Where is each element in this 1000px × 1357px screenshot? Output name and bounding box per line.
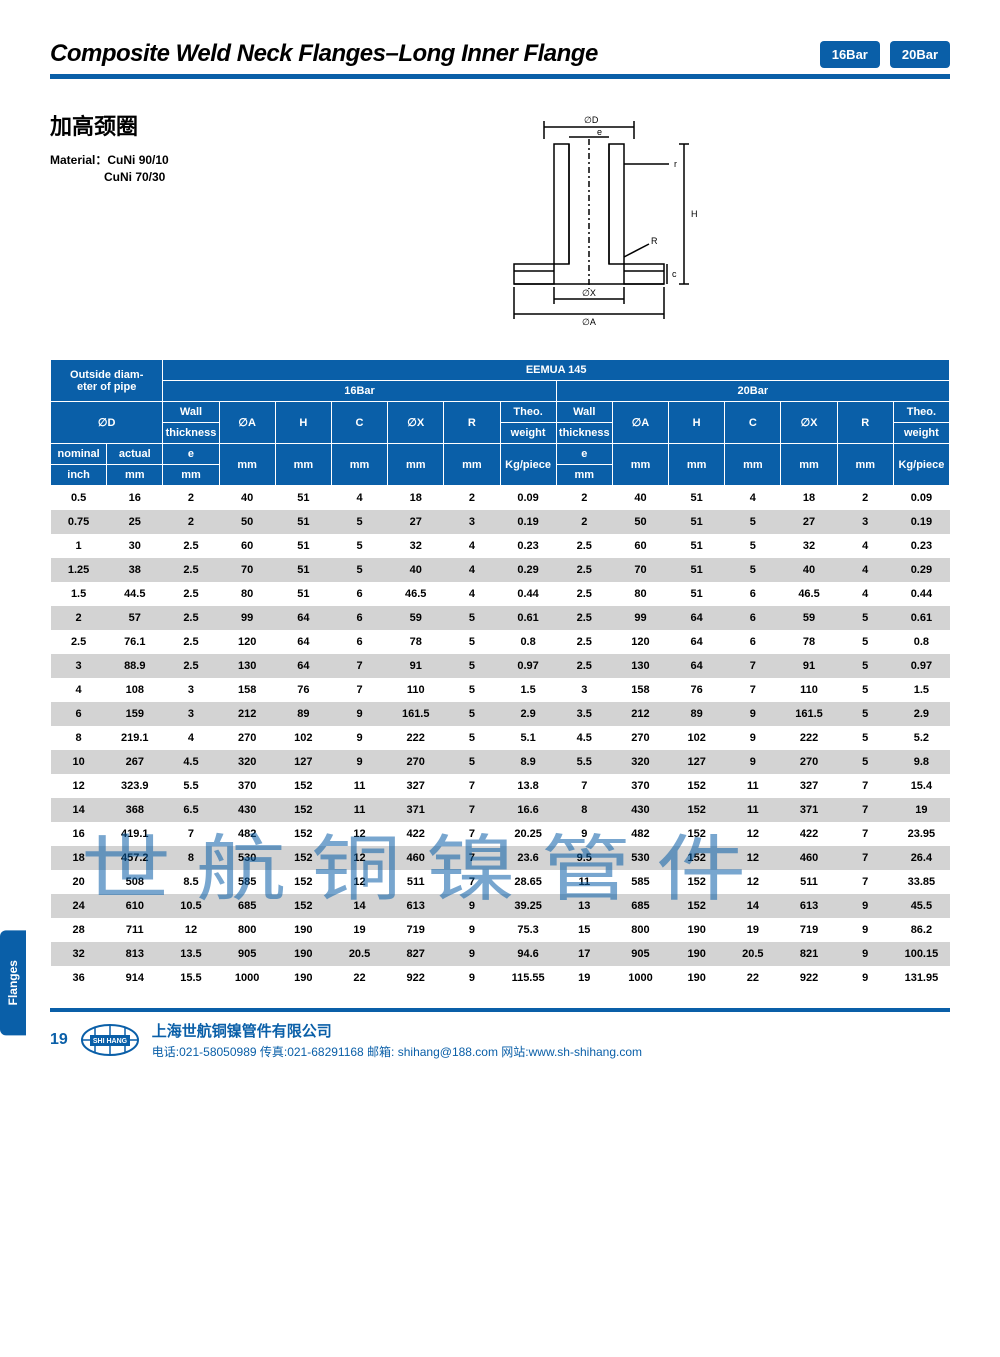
badge-16bar: 16Bar	[820, 41, 880, 68]
contact-line: 电话:021-58050989 传真:021-68291168 邮箱: shih…	[152, 1043, 642, 1060]
flange-diagram: ∅D e r H	[469, 109, 709, 329]
cn-subtitle: 加高颈圈	[50, 109, 169, 141]
svg-text:r: r	[674, 159, 677, 169]
table-row: 287111280019019719975.31580019019719986.…	[51, 918, 950, 942]
svg-text:∅X: ∅X	[582, 288, 596, 298]
table-row: 2572.5996465950.612.5996465950.61	[51, 606, 950, 630]
table-row: 205088.558515212511728.65115851521251173…	[51, 870, 950, 894]
table-row: 0.5162405141820.092405141820.09	[51, 486, 950, 511]
table-row: 61593212899161.552.93.5212899161.552.9	[51, 702, 950, 726]
company-name: 上海世航铜镍管件有限公司	[152, 1020, 642, 1041]
table-row: 2.576.12.51206467850.82.51206467850.8	[51, 630, 950, 654]
table-row: 143686.543015211371716.6843015211371719	[51, 798, 950, 822]
svg-text:∅A: ∅A	[582, 317, 596, 327]
table-row: 1302.5605153240.232.5605153240.23	[51, 534, 950, 558]
svg-text:e: e	[597, 127, 602, 137]
table-row: 12323.95.537015211327713.873701521132771…	[51, 774, 950, 798]
table-row: 18457.2853015212460723.69.55301521246072…	[51, 846, 950, 870]
table-row: 16419.1748215212422720.25948215212422723…	[51, 822, 950, 846]
material-line-2: CuNi 70/30	[50, 170, 169, 184]
footer: 19 SHI HANG 上海世航铜镍管件有限公司 电话:021-58050989…	[50, 1012, 950, 1068]
logo-icon: SHI HANG	[80, 1023, 140, 1057]
header-rule	[50, 74, 950, 79]
table-row: 8219.14270102922255.14.5270102922255.2	[51, 726, 950, 750]
table-row: 4108315876711051.5315876711051.5	[51, 678, 950, 702]
table-row: 2461010.568515214613939.2513685152146139…	[51, 894, 950, 918]
table-row: 1.25382.5705154040.292.5705154040.29	[51, 558, 950, 582]
badge-20bar: 20Bar	[890, 41, 950, 68]
svg-text:∅D: ∅D	[584, 115, 599, 125]
svg-text:H: H	[691, 209, 698, 219]
svg-text:c: c	[672, 269, 677, 279]
table-row: 3281313.590519020.5827994.61790519020.58…	[51, 942, 950, 966]
table-row: 102674.5320127927058.95.5320127927059.8	[51, 750, 950, 774]
page-number: 19	[50, 1031, 68, 1049]
table-row: 3691415.51000190229229115.55191000190229…	[51, 966, 950, 990]
material-line-1: Material：CuNi 90/10	[50, 151, 169, 168]
spec-table: Outside diam- eter of pipe EEMUA 145 16B…	[50, 359, 950, 990]
page-title: Composite Weld Neck Flanges–Long Inner F…	[50, 40, 810, 68]
svg-text:SHI HANG: SHI HANG	[93, 1038, 128, 1045]
table-row: 388.92.51306479150.972.51306479150.97	[51, 654, 950, 678]
svg-text:R: R	[651, 236, 658, 246]
table-row: 0.75252505152730.192505152730.19	[51, 510, 950, 534]
table-row: 1.544.52.58051646.540.442.58051646.540.4…	[51, 582, 950, 606]
